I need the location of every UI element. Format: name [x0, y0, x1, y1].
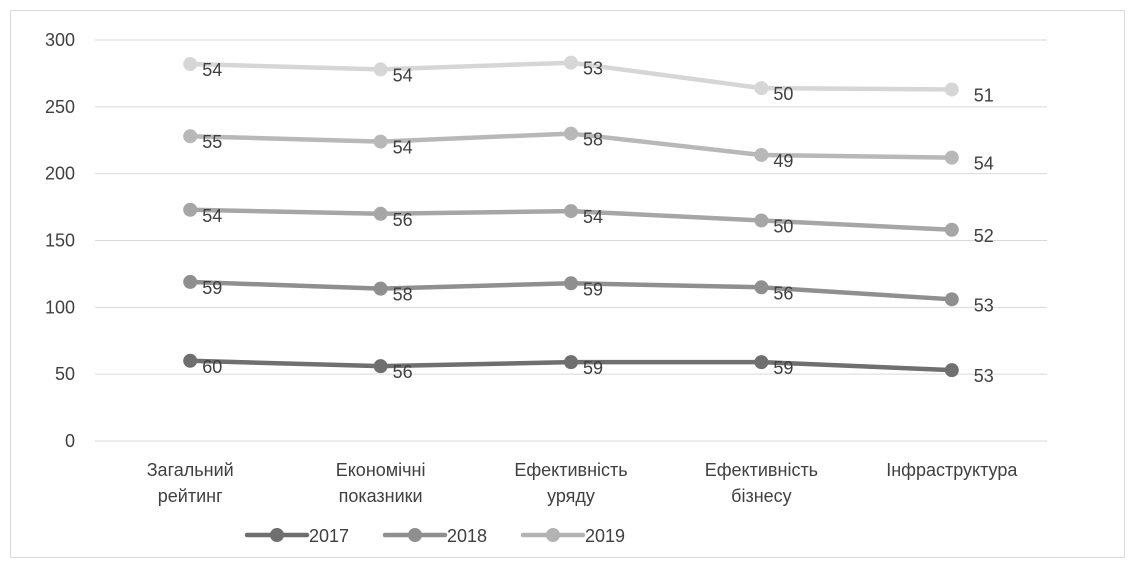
legend-label: 2018 — [447, 526, 487, 546]
legend-label: 2019 — [585, 526, 625, 546]
data-point — [944, 82, 959, 97]
data-point — [183, 129, 198, 144]
gridlines — [95, 39, 1047, 442]
data-point — [564, 204, 578, 219]
data-label: 52 — [974, 226, 994, 246]
data-label: 56 — [393, 362, 413, 382]
y-tick-label: 150 — [45, 231, 75, 251]
x-axis-categories: Загальний рейтинг Економічні показники Ефект… — [147, 460, 1019, 506]
data-point — [944, 292, 959, 307]
data-point — [754, 280, 769, 295]
legend-marker — [270, 528, 284, 542]
data-point — [373, 206, 388, 221]
x-category-label: Ефективність — [705, 460, 818, 480]
x-category-label: Загальний — [147, 460, 234, 480]
x-category-label: показники — [339, 486, 423, 506]
data-point — [564, 355, 578, 370]
series-lines — [183, 55, 959, 378]
data-point — [564, 126, 578, 141]
data-label: 51 — [974, 85, 994, 105]
x-category-label: уряду — [547, 486, 595, 506]
data-point — [754, 355, 769, 370]
data-label: 56 — [393, 210, 413, 230]
data-point — [183, 274, 198, 289]
data-label: 50 — [773, 216, 793, 236]
data-point — [944, 150, 959, 165]
y-tick-label: 100 — [45, 297, 75, 317]
data-label: 55 — [202, 132, 222, 152]
data-label: 60 — [202, 357, 222, 377]
y-axis-ticks: 0 50 100 150 200 250 300 — [45, 30, 75, 451]
data-label: 54 — [393, 65, 413, 85]
data-point — [754, 81, 769, 96]
data-point — [944, 363, 959, 378]
x-category-label: бізнесу — [731, 486, 792, 506]
data-label: 50 — [773, 84, 793, 104]
data-label: 49 — [773, 151, 793, 171]
y-tick-label: 300 — [45, 30, 75, 50]
data-point — [564, 276, 578, 291]
legend: 2017 2018 2019 — [244, 526, 625, 546]
data-label: 59 — [202, 278, 222, 298]
data-point — [944, 222, 959, 237]
data-point — [373, 62, 388, 77]
data-label: 54 — [974, 154, 994, 174]
x-category-label: Економічні — [336, 460, 426, 480]
data-label: 56 — [773, 283, 793, 303]
data-point — [564, 55, 578, 70]
data-point — [754, 147, 769, 162]
legend-marker — [546, 528, 560, 542]
y-tick-label: 250 — [45, 97, 75, 117]
data-point — [373, 134, 388, 149]
data-label: 59 — [583, 279, 603, 299]
data-point — [754, 213, 769, 228]
y-tick-label: 0 — [65, 431, 75, 451]
data-label: 58 — [393, 285, 413, 305]
data-label: 58 — [583, 130, 603, 150]
data-label: 54 — [202, 206, 222, 226]
x-category-label: Ефективність — [514, 460, 627, 480]
x-category-label: рейтинг — [158, 486, 223, 506]
data-point — [183, 202, 198, 217]
data-label: 54 — [202, 60, 222, 80]
data-point — [373, 359, 388, 374]
data-label: 54 — [393, 138, 413, 158]
data-label: 59 — [583, 358, 603, 378]
data-labels: 60 56 59 59 53 59 58 59 56 53 54 56 54 50 52 55 54 58 49 54… — [202, 59, 994, 386]
data-label: 53 — [974, 366, 994, 386]
x-category-label: Інфраструктура — [886, 460, 1018, 480]
legend-label: 2017 — [309, 526, 349, 546]
data-point — [183, 353, 198, 368]
data-label: 53 — [974, 295, 994, 315]
y-tick-label: 50 — [55, 364, 75, 384]
y-tick-label: 200 — [45, 164, 75, 184]
data-label: 59 — [773, 358, 793, 378]
data-point — [373, 281, 388, 296]
data-label: 53 — [583, 59, 603, 79]
legend-marker — [408, 528, 422, 542]
data-point — [183, 57, 198, 72]
data-label: 54 — [583, 207, 603, 227]
